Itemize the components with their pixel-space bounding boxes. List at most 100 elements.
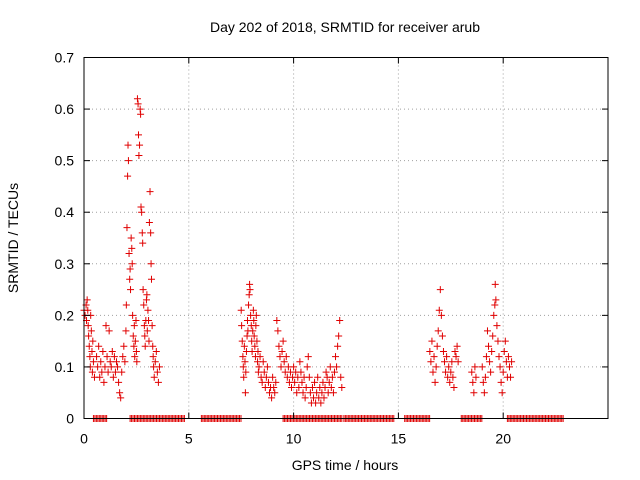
data-point [494,337,502,345]
data-point [125,249,133,257]
data-point [329,389,337,397]
data-point [447,368,455,376]
data-point [149,342,157,350]
data-point [448,358,456,366]
data-point [470,389,478,397]
y-axis-label: SRMTID / TECUs [5,183,21,293]
data-point [107,363,115,371]
data-point [449,373,457,381]
data-point [87,327,95,335]
data-point [112,358,120,366]
data-point [131,337,139,345]
data-point [124,141,132,149]
data-point [426,347,434,355]
data-point [306,389,314,397]
data-point [305,373,313,381]
data-point [299,389,307,397]
data-point [451,347,459,355]
data-point [290,363,298,371]
data-point [89,358,97,366]
data-point [288,384,296,392]
data-point [127,286,135,294]
data-point [152,347,160,355]
data-point [264,378,272,386]
data-point [154,378,162,386]
x-tick-label: 15 [391,431,407,447]
data-point [239,353,247,361]
data-point [118,368,126,376]
data-point [147,260,155,268]
data-point [439,347,447,355]
data-point [128,260,136,268]
data-point [140,322,148,330]
data-point [144,306,152,314]
data-point [110,353,118,361]
data-point [303,363,311,371]
data-point [86,353,94,361]
data-point [430,353,438,361]
data-point [88,347,96,355]
data-point [135,151,143,159]
data-point [277,363,285,371]
data-point [127,234,135,242]
data-point [318,389,326,397]
y-tick-label: 0.6 [55,101,75,117]
data-point [337,373,345,381]
data-point [453,342,461,350]
data-point [89,337,97,345]
data-point [145,219,153,227]
data-point [243,332,251,340]
data-point [117,394,125,402]
data-point [243,317,251,325]
ticks-layer: 0 0.1 0.2 0.3 0.4 0.5 0.6 0.7 0 5 10 15 20 [55,50,608,447]
data-point [298,378,306,386]
data-point [104,368,112,376]
data-point [98,368,106,376]
data-point [133,358,141,366]
data-point [238,322,246,330]
data-point [85,332,93,340]
data-point [134,100,142,108]
data-point [132,347,140,355]
data-point [240,342,248,350]
data-point [150,363,158,371]
y-tick-label: 0 [66,411,74,427]
data-point [246,286,254,294]
data-point [88,368,96,376]
data-point [437,311,445,319]
data-point [327,384,335,392]
data-point [330,368,338,376]
x-tick-label: 20 [495,431,511,447]
data-point [245,291,253,299]
data-point [311,378,319,386]
data-point [143,327,151,335]
data-point [450,384,458,392]
data-point [249,306,257,314]
data-point [241,358,249,366]
data-point [141,342,149,350]
data-point [268,394,276,402]
data-point [139,239,147,247]
data-point [95,342,103,350]
data-point [270,384,278,392]
data-point [126,265,134,273]
data-point [427,358,435,366]
data-point [126,275,134,283]
data-point [130,342,138,350]
data-point [276,353,284,361]
data-point [256,353,264,361]
data-point [452,353,460,361]
data-point [248,347,256,355]
data-point [145,317,153,325]
data-point [433,342,441,350]
data-point [431,378,439,386]
data-point [94,363,102,371]
data-point [498,389,506,397]
data-point [105,327,113,335]
data-point [263,363,271,371]
data-point [454,358,462,366]
data-point [295,384,303,392]
data-point [486,358,494,366]
data-point [492,296,500,304]
data-point [258,378,266,386]
